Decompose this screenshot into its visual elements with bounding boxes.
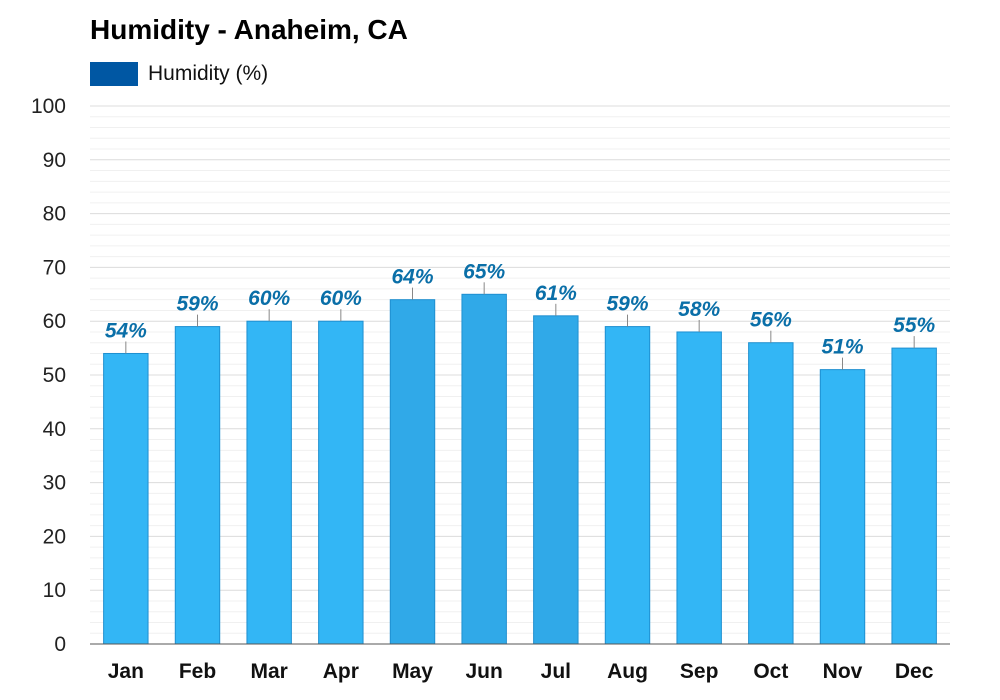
data-label-jan: 54% [105, 319, 147, 342]
data-label-sep: 58% [678, 298, 720, 321]
y-tick-label: 40 [43, 418, 66, 441]
data-label-aug: 59% [606, 293, 648, 316]
bar-mar[interactable] [246, 320, 292, 645]
x-tick-label-may: May [392, 660, 433, 683]
x-tick-label-jul: Jul [541, 660, 571, 683]
x-tick-label-dec: Dec [895, 660, 934, 683]
y-tick-label: 90 [43, 149, 66, 172]
x-tick-label-oct: Oct [753, 660, 788, 683]
y-tick-label: 0 [54, 633, 66, 656]
x-tick-label-nov: Nov [823, 660, 863, 683]
data-labels: 54% 59% 60% 60% 64% 65% 61% 59% 58% 56% 51% 55% [105, 260, 936, 370]
data-label-nov: 51% [821, 336, 863, 359]
bar-feb[interactable] [174, 326, 221, 645]
bar-jun[interactable] [461, 293, 507, 645]
bar-aug[interactable] [604, 326, 651, 645]
bar-jan[interactable] [103, 352, 149, 645]
bar-sep[interactable] [676, 331, 722, 645]
y-tick-label: 30 [43, 472, 66, 495]
bar-may[interactable] [389, 299, 436, 645]
x-tick-label-feb: Feb [179, 660, 216, 683]
y-tick-label: 80 [43, 203, 66, 226]
data-label-may: 64% [391, 266, 433, 289]
x-tick-label-apr: Apr [323, 660, 359, 683]
y-tick-label: 50 [43, 364, 66, 387]
data-label-mar: 60% [248, 287, 290, 310]
bar-apr[interactable] [318, 320, 364, 645]
data-label-feb: 59% [176, 293, 218, 316]
x-tick-label-jan: Jan [108, 660, 144, 683]
bar-oct[interactable] [748, 342, 794, 645]
y-tick-label: 60 [43, 310, 66, 333]
x-tick-label-sep: Sep [680, 660, 719, 683]
bar-jul[interactable] [533, 315, 579, 645]
legend: Humidity (%) [90, 62, 268, 86]
x-tick-label-mar: Mar [250, 660, 287, 683]
y-tick-label: 20 [43, 525, 66, 548]
bars [103, 293, 937, 645]
y-tick-label: 100 [31, 95, 66, 118]
legend-label: Humidity (%) [148, 62, 269, 85]
data-label-dec: 55% [893, 314, 935, 337]
y-axis: 0 10 20 30 40 50 60 70 80 90 100 [31, 95, 66, 656]
chart-title: Humidity - Anaheim, CA [90, 14, 408, 45]
y-tick-label: 10 [43, 579, 66, 602]
bar-dec[interactable] [891, 347, 937, 645]
data-label-apr: 60% [320, 287, 362, 310]
x-axis: Jan Feb Mar Apr May Jun Jul Aug Sep Oct Nov Dec [90, 643, 950, 683]
data-label-jul: 61% [535, 282, 577, 305]
legend-swatch [90, 62, 138, 86]
y-tick-label: 70 [43, 256, 66, 279]
x-tick-label-aug: Aug [607, 660, 648, 683]
data-label-jun: 65% [463, 260, 505, 283]
data-label-oct: 56% [750, 309, 792, 332]
x-tick-label-jun: Jun [465, 660, 502, 683]
grid-lines [90, 105, 950, 645]
bar-nov[interactable] [819, 369, 866, 645]
